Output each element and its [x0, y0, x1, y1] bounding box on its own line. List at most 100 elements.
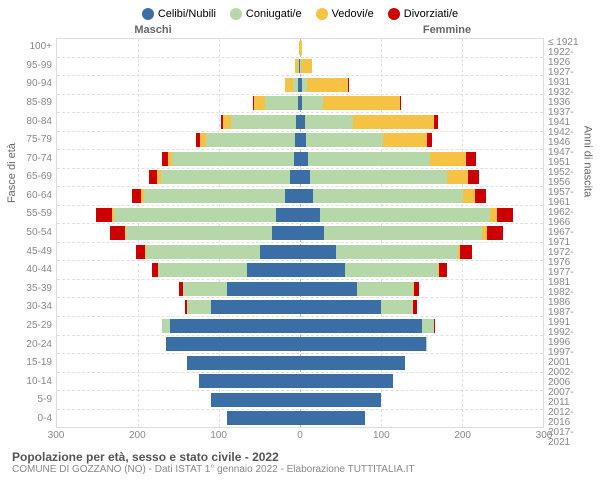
- bar-row: [57, 260, 543, 279]
- segment: [383, 133, 428, 147]
- y-tick-birth: 1962-1966: [548, 208, 592, 228]
- segment: [162, 319, 170, 333]
- segment: [260, 245, 300, 259]
- female-bar: [300, 245, 543, 259]
- segment: [324, 226, 482, 240]
- segment: [313, 189, 463, 203]
- bar-row: [57, 353, 543, 372]
- y-tick-age: 100+: [29, 38, 52, 57]
- segment: [434, 319, 436, 333]
- x-tick: 300: [48, 430, 65, 441]
- segment: [170, 319, 300, 333]
- segment: [306, 133, 383, 147]
- segment: [307, 78, 347, 92]
- female-bar: [300, 411, 543, 425]
- bar-row: [57, 390, 543, 409]
- segment: [497, 208, 513, 222]
- segment: [300, 411, 365, 425]
- female-bar: [300, 170, 543, 184]
- y-tick-age: 30-34: [26, 298, 52, 317]
- segment: [132, 189, 142, 203]
- y-tick-age: 5-9: [38, 391, 52, 410]
- segment: [305, 115, 354, 129]
- x-tick: 200: [129, 430, 146, 441]
- segment: [199, 374, 300, 388]
- male-bar: [57, 41, 300, 55]
- segment: [301, 59, 312, 73]
- legend-item: Celibi/Nubili: [142, 8, 216, 20]
- y-tick-birth: 1997-2001: [548, 348, 592, 368]
- y-axis-left: 100+95-9990-9485-8980-8475-7970-7465-696…: [8, 38, 56, 428]
- male-bar: [57, 115, 300, 129]
- female-bar: [300, 152, 543, 166]
- y-tick-birth: 2002-2006: [548, 368, 592, 388]
- female-bar: [300, 96, 543, 110]
- bar-row: [57, 316, 543, 335]
- female-bar: [300, 208, 543, 222]
- y-tick-age: 45-49: [26, 242, 52, 261]
- x-tick: 200: [454, 430, 471, 441]
- male-bar: [57, 393, 300, 407]
- male-bar: [57, 189, 300, 203]
- segment: [323, 96, 400, 110]
- x-tick: 0: [297, 430, 303, 441]
- segment: [463, 189, 475, 203]
- male-bar: [57, 226, 300, 240]
- segment: [300, 170, 310, 184]
- bar-row: [57, 223, 543, 242]
- y-tick-birth: 1922-1926: [548, 48, 592, 68]
- legend: Celibi/NubiliConiugati/eVedovi/eDivorzia…: [8, 8, 592, 20]
- male-bar: [57, 78, 300, 92]
- segment: [302, 96, 322, 110]
- bar-row: [57, 149, 543, 168]
- y-tick-birth: 2012-2016: [548, 408, 592, 428]
- legend-label: Vedovi/e: [332, 8, 374, 20]
- bar-row: [57, 94, 543, 113]
- segment: [300, 300, 381, 314]
- segment: [254, 96, 265, 110]
- segment: [290, 170, 300, 184]
- y-tick-age: 25-29: [26, 317, 52, 336]
- segment: [183, 282, 228, 296]
- female-bar: [300, 226, 543, 240]
- chart-title: Popolazione per età, sesso e stato civil…: [12, 450, 588, 464]
- segment: [206, 133, 295, 147]
- male-bar: [57, 96, 300, 110]
- female-bar: [300, 59, 543, 73]
- segment: [300, 337, 426, 351]
- segment: [211, 300, 300, 314]
- segment: [300, 263, 345, 277]
- segment: [223, 115, 231, 129]
- y-tick-birth: 1972-1976: [548, 248, 592, 268]
- column-headers: Maschi Femmine: [8, 24, 592, 36]
- female-bar: [300, 41, 543, 55]
- female-bar: [300, 78, 543, 92]
- female-bar: [300, 319, 543, 333]
- bar-row: [57, 75, 543, 94]
- female-bar: [300, 337, 543, 351]
- segment: [300, 374, 393, 388]
- y-tick-birth: 1977-1981: [548, 268, 592, 288]
- segment: [211, 393, 300, 407]
- y-tick-age: 15-19: [26, 354, 52, 373]
- legend-swatch: [388, 8, 400, 20]
- segment: [487, 226, 503, 240]
- segment: [227, 411, 300, 425]
- segment: [300, 245, 336, 259]
- segment: [353, 115, 434, 129]
- segment: [300, 356, 405, 370]
- female-bar: [300, 374, 543, 388]
- male-bar: [57, 208, 300, 222]
- y-tick-age: 95-99: [26, 57, 52, 76]
- segment: [310, 170, 448, 184]
- segment: [430, 152, 466, 166]
- male-bar: [57, 263, 300, 277]
- y-tick-age: 70-74: [26, 149, 52, 168]
- female-bar: [300, 393, 543, 407]
- y-tick-age: 35-39: [26, 280, 52, 299]
- segment: [460, 245, 471, 259]
- segment: [466, 152, 476, 166]
- y-axis-title-left: Fasce di età: [6, 143, 18, 203]
- y-tick-birth: 1987-1991: [548, 308, 592, 328]
- segment: [285, 78, 293, 92]
